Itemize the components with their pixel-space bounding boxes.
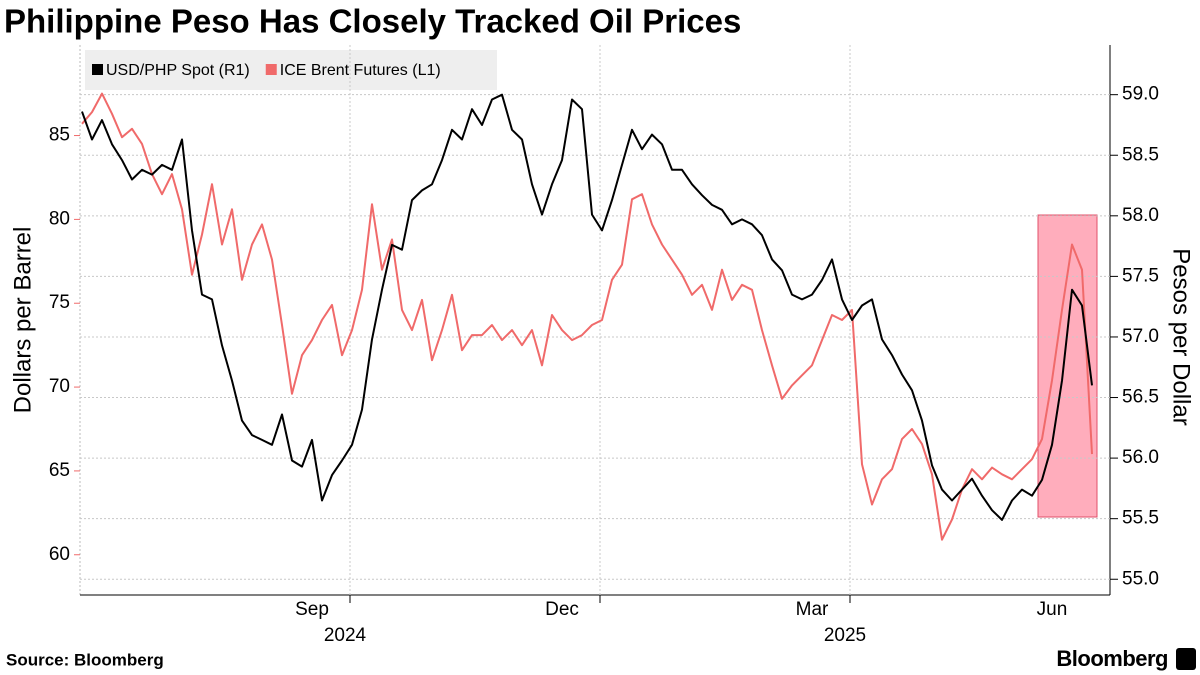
y2-tick-label: 56.5	[1122, 387, 1159, 408]
chart-title: Philippine Peso Has Closely Tracked Oil …	[4, 3, 741, 40]
x-tick-label: Dec	[545, 599, 579, 620]
legend-box	[85, 50, 497, 90]
y-tick-label: 80	[49, 208, 70, 229]
series-line	[81, 93, 1093, 521]
y2-axis-label: Pesos per Dollar	[1168, 248, 1195, 425]
y-tick-label: 70	[49, 376, 70, 397]
y2-tick-label: 56.0	[1122, 447, 1159, 468]
y2-tick-label: 59.0	[1122, 84, 1159, 105]
brand: Bloomberg	[1056, 646, 1168, 671]
x-tick-label: Jun	[1037, 599, 1068, 620]
series-line	[81, 92, 1093, 541]
x-group-label: 2025	[824, 625, 866, 646]
y2-tick-label: 55.5	[1122, 508, 1159, 529]
legend-swatch	[265, 64, 277, 75]
y2-tick-label: 58.0	[1122, 205, 1159, 226]
y2-tick-label: 55.0	[1122, 568, 1159, 589]
x-tick-label: Mar	[796, 599, 829, 620]
y-tick-label: 60	[49, 544, 70, 565]
y-axis-label: Dollars per Barrel	[9, 227, 36, 414]
x-tick-label: Sep	[295, 599, 329, 620]
source: Source: Bloomberg	[6, 650, 164, 669]
legend-label: ICE Brent Futures (L1)	[280, 62, 441, 79]
y-tick-label: 75	[49, 292, 70, 313]
y2-tick-label: 57.5	[1122, 265, 1159, 286]
y-tick-label: 65	[49, 460, 70, 481]
y2-tick-label: 57.0	[1122, 326, 1159, 347]
brand-icon	[1176, 648, 1196, 670]
legend-label: USD/PHP Spot (R1)	[106, 62, 250, 79]
y-tick-label: 85	[49, 125, 70, 146]
y2-tick-label: 58.5	[1122, 144, 1159, 165]
x-group-label: 2024	[324, 625, 367, 646]
legend-swatch	[92, 64, 103, 75]
